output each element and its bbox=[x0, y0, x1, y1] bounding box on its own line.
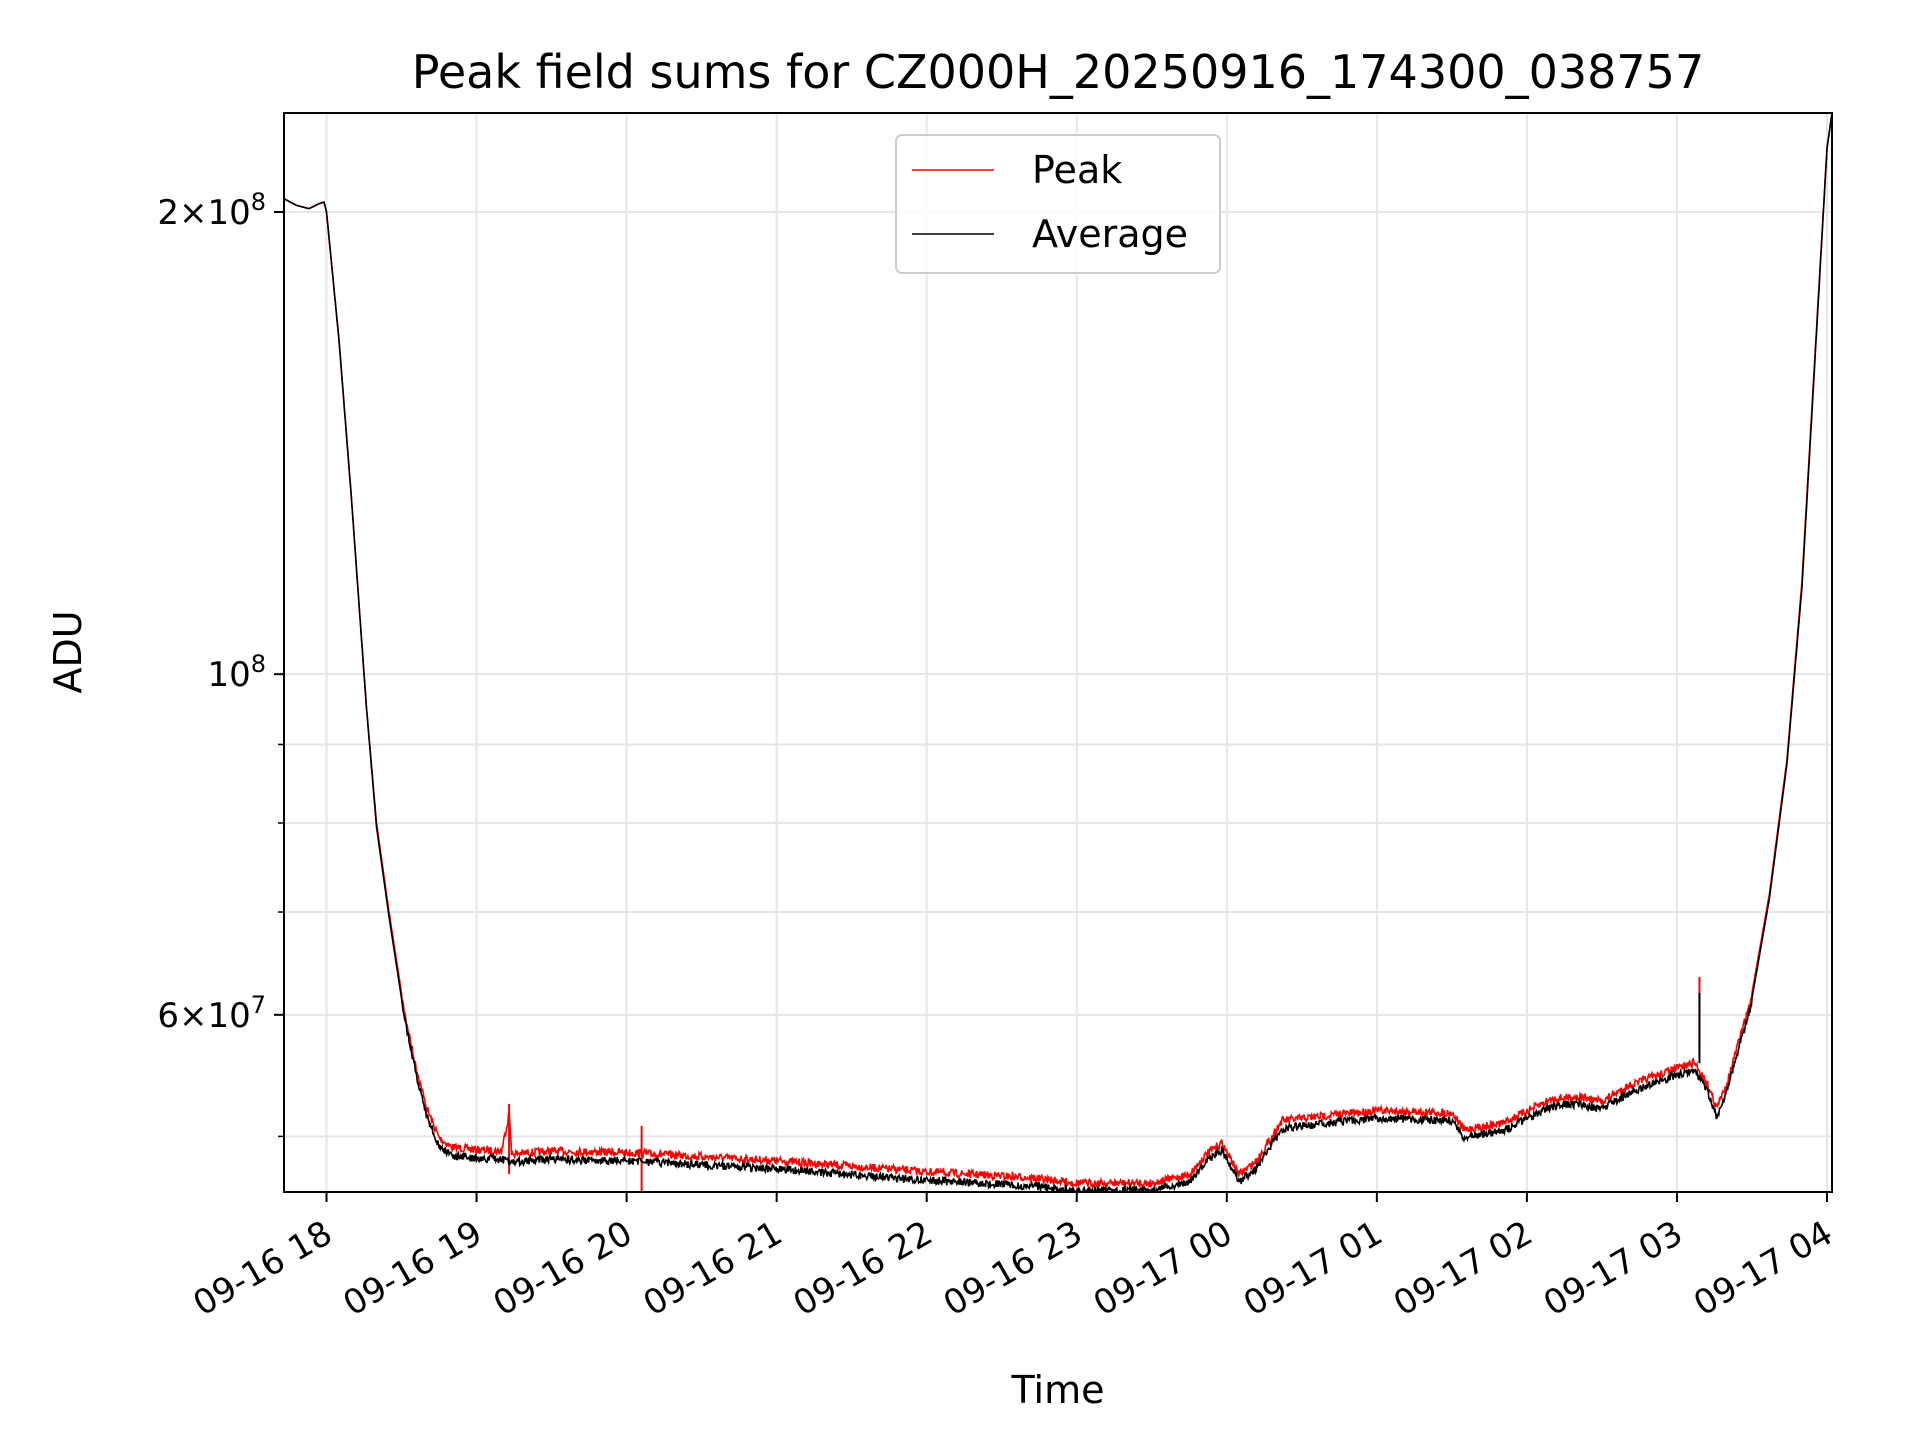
y-tick-label: 2×108 bbox=[157, 188, 266, 233]
y-tick-label: 6×107 bbox=[157, 991, 266, 1036]
plot-frame bbox=[283, 112, 1833, 1193]
series-layer bbox=[284, 113, 1832, 1192]
series-line bbox=[284, 113, 1832, 1192]
legend: Peak Average bbox=[895, 134, 1221, 274]
legend-label-average: Average bbox=[1032, 212, 1188, 256]
y-tick-label: 108 bbox=[207, 650, 266, 695]
grid bbox=[284, 113, 1832, 1192]
y-axis: 6×107 108 2×108 bbox=[157, 188, 284, 1138]
x-axis-label: Time bbox=[1011, 1368, 1105, 1412]
y-axis-label: ADU bbox=[46, 610, 90, 693]
series-average bbox=[284, 113, 1832, 1192]
legend-label-peak: Peak bbox=[1032, 148, 1122, 192]
chart-title: Peak field sums for CZ000H_20250916_1743… bbox=[412, 45, 1704, 99]
series-line bbox=[284, 113, 1832, 1190]
